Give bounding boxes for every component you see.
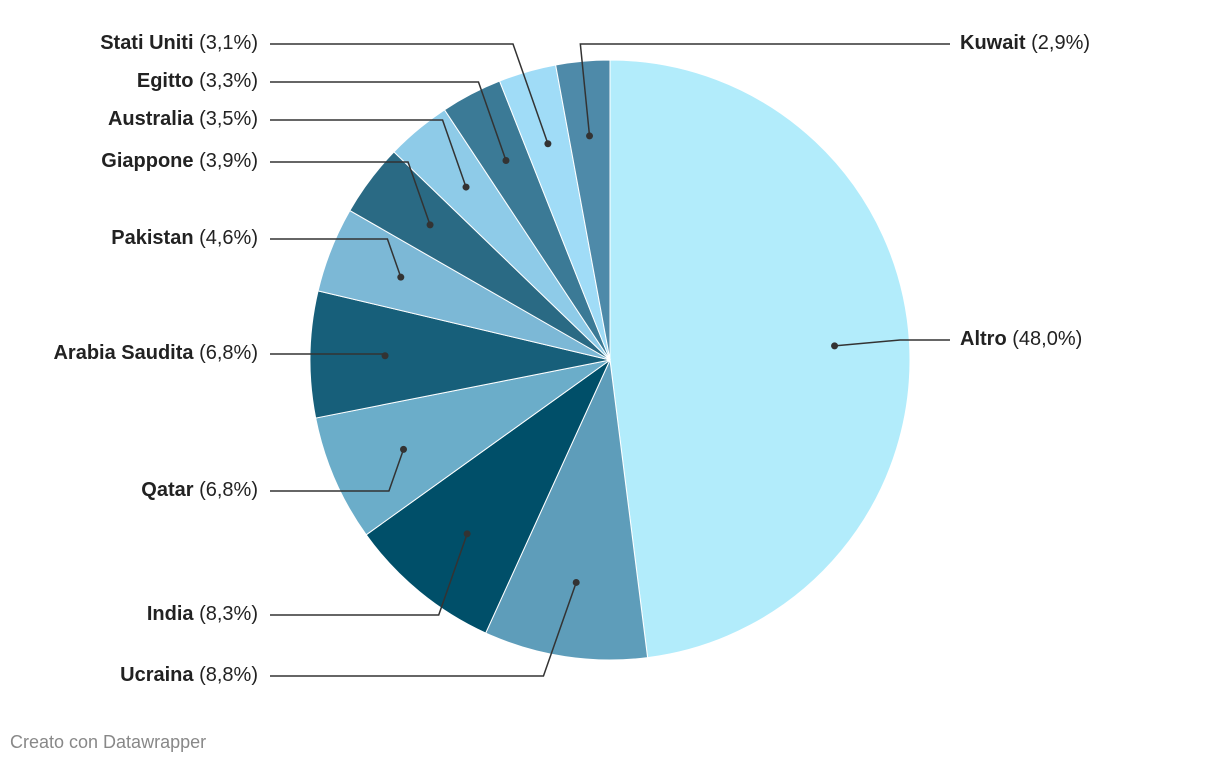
label-value: (3,9%)	[199, 150, 258, 172]
label-name: Stati Uniti	[100, 32, 193, 54]
label-name: Giappone	[101, 150, 193, 172]
label-name: Qatar	[141, 479, 193, 501]
slice	[485, 358, 649, 661]
label-name: Arabia Saudita	[53, 342, 194, 364]
slices	[309, 59, 911, 661]
slice-label: Qatar (6,8%)	[141, 479, 258, 501]
leader-dot	[544, 140, 552, 148]
label-value: (8,8%)	[199, 664, 258, 686]
slice-label: Ucraina (8,8%)	[120, 664, 258, 686]
leader-line	[270, 238, 402, 278]
label-name: Australia	[108, 108, 194, 130]
label-name: Kuwait	[960, 32, 1026, 54]
label-value: (3,1%)	[199, 32, 258, 54]
leader-line	[270, 161, 431, 226]
leader-line	[270, 449, 405, 492]
label-value: (4,6%)	[199, 227, 258, 249]
leader-dot	[397, 273, 405, 281]
label-value: (3,5%)	[199, 108, 258, 130]
slice-label: Kuwait (2,9%)	[960, 32, 1090, 54]
slice-label: India (8,3%)	[147, 603, 258, 625]
label-name: Pakistan	[111, 227, 193, 249]
label-value: (8,3%)	[199, 603, 258, 625]
leader-dot	[502, 156, 510, 164]
label-value: (3,3%)	[199, 70, 258, 92]
leader-dot	[462, 183, 470, 191]
credit: Creato con Datawrapper	[10, 732, 206, 752]
label-value: (6,8%)	[199, 479, 258, 501]
leader-line	[834, 339, 950, 347]
slice-label: Arabia Saudita (6,8%)	[53, 342, 258, 364]
label-name: Altro	[960, 328, 1007, 350]
slice-label: Australia (3,5%)	[108, 108, 258, 130]
label-name: Ucraina	[120, 664, 194, 686]
leader-dot	[400, 445, 408, 453]
label-value: (6,8%)	[199, 342, 258, 364]
slice	[609, 59, 911, 659]
slice-label: Stati Uniti (3,1%)	[100, 32, 258, 54]
label-name: India	[147, 603, 195, 625]
leader-line	[579, 43, 950, 137]
leader-dot	[463, 530, 471, 538]
leader-line	[270, 533, 468, 616]
label-value: (48,0%)	[1012, 328, 1082, 350]
leader-line	[270, 119, 467, 188]
slice-label: Egitto (3,3%)	[137, 70, 258, 92]
leader-dot	[572, 578, 580, 586]
label-name: Egitto	[137, 70, 194, 92]
leader-line	[270, 582, 577, 677]
leader-dot	[426, 221, 434, 229]
leader-dot	[831, 342, 839, 350]
label-value: (2,9%)	[1031, 32, 1090, 54]
leader-line	[270, 43, 549, 144]
slice-label: Pakistan (4,6%)	[111, 227, 258, 249]
slice-label: Giappone (3,9%)	[101, 150, 258, 172]
slice-label: Altro (48,0%)	[960, 328, 1082, 350]
slice	[365, 358, 612, 634]
leader-dot	[381, 352, 389, 360]
labels: Altro (48,0%) Ucraina (8,8%) India (8,3%) Q…	[53, 32, 1090, 686]
leader-dot	[586, 132, 594, 140]
leader-line	[270, 81, 507, 161]
